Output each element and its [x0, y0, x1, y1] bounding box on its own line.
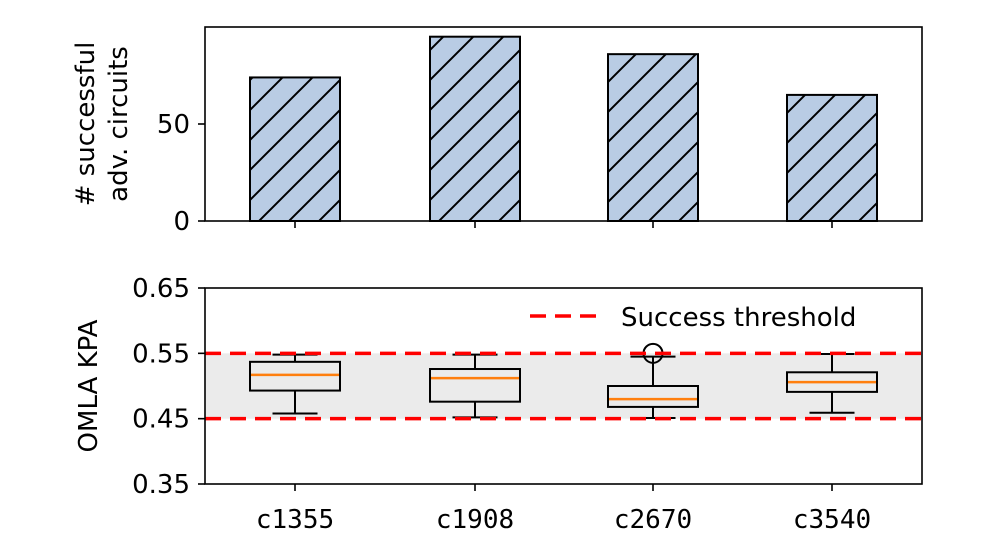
box-c3540 [786, 352, 878, 414]
x-tick-label: c2670 [614, 505, 692, 535]
x-tick-label: c1355 [256, 505, 334, 535]
box [786, 371, 878, 393]
bar [249, 76, 341, 222]
box [607, 385, 699, 408]
y-tick-label: 0.35 [132, 470, 190, 500]
top-y-label-line2: adv. circuits [104, 46, 134, 202]
bottom-y-label: OMLA KPA [74, 319, 104, 452]
y-tick-label: 0.65 [132, 274, 190, 304]
bar [786, 93, 878, 222]
bar [607, 53, 699, 222]
legend-label: Success threshold [621, 303, 856, 333]
bottom-plot-frame [204, 287, 923, 485]
bar [429, 35, 521, 223]
top-y-ticks: 0 50 [157, 110, 205, 237]
y-tick-label: 0 [173, 207, 190, 237]
bottom-x-ticks: c1355 c1908 c2670 c3540 [256, 484, 871, 535]
box [249, 360, 341, 392]
success-band [205, 353, 922, 419]
x-tick-label: c1908 [436, 505, 514, 535]
x-tick-label: c3540 [793, 505, 871, 535]
box [429, 368, 521, 403]
legend: Success threshold [530, 303, 856, 333]
y-tick-label: 50 [157, 110, 190, 140]
top-x-ticks [294, 221, 833, 228]
bar-series [249, 35, 878, 223]
y-tick-label: 0.55 [132, 339, 190, 369]
bar-chart: 0 50 # successful adv. circuits [71, 26, 923, 237]
top-y-label-line1: # successful [71, 42, 101, 207]
box-plot: 0.35 0.45 0.55 0.65 c1355 c1908 c2670 c3540 OM… [74, 274, 923, 535]
y-tick-label: 0.45 [132, 405, 190, 435]
bottom-y-ticks: 0.35 0.45 0.55 0.65 [132, 274, 205, 500]
